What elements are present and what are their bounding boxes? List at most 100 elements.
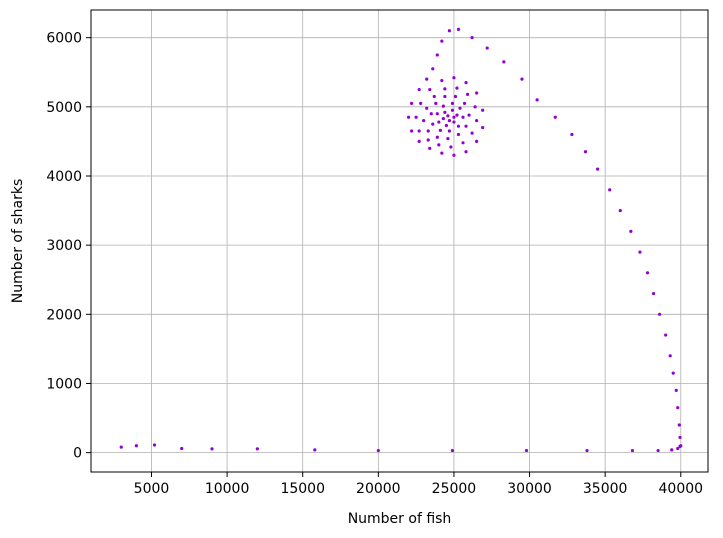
data-point [446,114,450,118]
data-point [458,106,462,110]
data-point [440,78,444,83]
data-point [465,92,470,96]
data-point [443,110,447,114]
data-point [152,443,157,447]
data-point [443,87,447,91]
data-point [434,101,438,105]
x-tick-label: 20000 [356,481,401,497]
data-point [440,151,444,155]
y-tick-label: 6000 [46,31,82,47]
data-point [447,29,451,33]
data-point [417,87,421,92]
data-point [428,87,432,92]
data-point [447,129,451,133]
data-point [456,27,461,31]
data-point [502,60,506,64]
data-point [450,448,455,453]
data-point [475,91,479,95]
data-point [481,125,485,130]
data-point [431,67,435,71]
data-point [524,448,529,453]
data-point [425,106,429,110]
plot-area-frame [90,9,709,473]
data-point [678,435,682,440]
x-tick-label: 40000 [659,481,704,497]
data-point [376,448,380,453]
data-point [452,115,456,119]
data-point [553,115,557,119]
data-point [638,250,642,254]
data-point [426,138,430,142]
data-point [473,105,477,109]
data-point [422,119,426,123]
data-point [441,116,445,121]
data-point [441,104,445,108]
data-point [658,312,662,316]
data-point [414,115,418,119]
data-point [676,446,680,451]
data-point [464,124,468,128]
data-point [210,447,214,451]
data-point [410,101,414,105]
data-point [668,354,672,358]
data-point [583,150,588,154]
data-point [180,446,184,451]
data-point [417,139,421,144]
y-tick-label: 4000 [46,169,82,185]
data-point [443,94,447,99]
data-point [438,128,442,132]
data-point [447,119,451,123]
data-point [450,101,455,105]
x-tick-label: 15000 [280,481,325,497]
data-point [444,123,448,128]
data-point [437,120,441,124]
data-point [585,448,589,453]
y-tick-label: 1000 [46,376,82,392]
data-point [596,167,600,171]
data-point [462,101,467,105]
data-point [464,150,468,154]
data-point [485,46,489,50]
data-point [535,98,539,102]
data-point [608,188,612,192]
data-point [461,141,465,145]
data-point [255,447,259,451]
x-tick-label: 5000 [134,481,170,497]
data-point [481,108,485,112]
data-point [119,445,123,449]
data-point [671,371,675,375]
data-point [450,108,455,112]
data-point [432,94,436,99]
data-point [435,53,439,57]
data-point [470,131,474,135]
data-point [134,444,138,448]
data-points [119,27,683,453]
data-point [651,291,656,296]
data-point [313,448,317,452]
data-point [452,120,456,124]
data-point [467,113,471,117]
data-point [440,39,444,43]
data-point [437,143,441,147]
data-point [677,423,681,427]
data-point [446,137,450,141]
axis-ticks: 5000 10000 15000 20000 25000 30000 35000 40000 0… [46,31,703,497]
data-point [453,94,458,99]
y-tick-label: 5000 [46,100,82,116]
x-tick-label: 30000 [507,481,552,497]
data-point [629,229,633,233]
data-point [676,406,680,410]
x-tick-label: 35000 [583,481,628,497]
data-point [455,86,459,90]
data-point [456,124,461,128]
y-tick-label: 0 [73,446,82,462]
data-point [410,129,414,133]
x-axis-title: Number of fish [348,511,452,527]
data-point [435,112,439,116]
data-point [678,444,682,449]
x-tick-label: 10000 [205,481,250,497]
data-point [461,115,465,119]
data-point [656,448,660,453]
data-point [475,119,479,123]
